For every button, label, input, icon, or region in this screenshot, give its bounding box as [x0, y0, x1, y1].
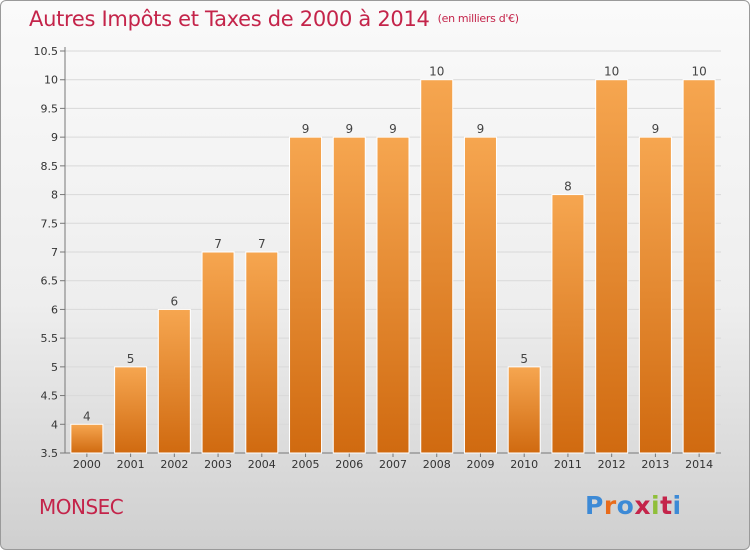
- data-label: 10: [604, 65, 619, 79]
- x-tick-label: 2000: [73, 458, 101, 471]
- data-label: 6: [171, 294, 179, 308]
- label-layer: 4 5 6 7 7 9 9 9 10 9 5 8 10 9 10: [83, 65, 707, 424]
- data-label: 5: [520, 352, 528, 366]
- logo-letter: i: [672, 491, 682, 520]
- town-name: MONSEC: [39, 495, 124, 519]
- axis-layer: 3.5 4 4.5 5 5.5 6 6.5 7 7.5 8 8.5 9 9.5 10 10.5 2000 200…: [34, 45, 721, 471]
- bar: [114, 366, 148, 454]
- y-tick-label: 8: [51, 189, 58, 202]
- y-tick-label: 4: [51, 418, 58, 431]
- bar-layer: [70, 79, 716, 454]
- bar: [638, 136, 672, 454]
- data-label: 10: [429, 65, 444, 79]
- proxiti-logo: Proxiti: [585, 491, 682, 520]
- y-tick-label: 10.5: [34, 45, 59, 58]
- x-tick-label: 2003: [204, 458, 232, 471]
- x-tick-label: 2005: [292, 458, 320, 471]
- y-tick-label: 4.5: [41, 390, 59, 403]
- data-label: 5: [127, 352, 135, 366]
- x-tick-label: 2012: [598, 458, 626, 471]
- y-tick-label: 5.5: [41, 332, 59, 345]
- data-label: 9: [652, 122, 660, 136]
- bar: [70, 423, 104, 454]
- bar: [551, 194, 585, 454]
- x-tick-label: 2007: [379, 458, 407, 471]
- logo-letter: t: [660, 491, 673, 520]
- x-tick-label: 2008: [423, 458, 451, 471]
- data-label: 8: [564, 180, 572, 194]
- bar: [201, 251, 235, 454]
- bar: [595, 79, 629, 454]
- logo-letter: x: [634, 491, 651, 520]
- x-tick-label: 2009: [466, 458, 494, 471]
- data-label: 9: [389, 122, 397, 136]
- y-tick-label: 9: [51, 131, 58, 144]
- logo-letter: o: [616, 491, 635, 520]
- y-tick-label: 3.5: [41, 447, 59, 460]
- bar: [245, 251, 279, 454]
- bar: [332, 136, 366, 454]
- x-tick-label: 2006: [335, 458, 363, 471]
- y-tick-label: 7.5: [41, 217, 59, 230]
- y-tick-label: 6.5: [41, 275, 59, 288]
- data-label: 9: [345, 122, 353, 136]
- bar: [420, 79, 454, 454]
- bar: [682, 79, 716, 454]
- data-label: 9: [302, 122, 310, 136]
- data-label: 4: [83, 409, 91, 423]
- y-tick-label: 5: [51, 361, 58, 374]
- bar: [289, 136, 323, 454]
- y-tick-label: 8.5: [41, 160, 59, 173]
- y-tick-label: 7: [51, 246, 58, 259]
- x-tick-label: 2014: [685, 458, 713, 471]
- x-tick-label: 2001: [117, 458, 145, 471]
- chart-title-text: Autres Impôts et Taxes de 2000 à 2014: [29, 7, 430, 31]
- logo-letter: i: [651, 491, 661, 520]
- bar: [376, 136, 410, 454]
- data-label: 7: [258, 237, 266, 251]
- data-label: 7: [214, 237, 222, 251]
- x-tick-label: 2011: [554, 458, 582, 471]
- x-tick-label: 2002: [160, 458, 188, 471]
- x-tick-label: 2010: [510, 458, 538, 471]
- logo-letter: P: [585, 491, 604, 520]
- x-tick-label: 2013: [641, 458, 669, 471]
- y-tick-label: 10: [44, 74, 58, 87]
- data-label: 9: [477, 122, 485, 136]
- bar: [463, 136, 497, 454]
- chart-title: Autres Impôts et Taxes de 2000 à 2014 (en…: [29, 7, 519, 31]
- chart-unit-label: (en milliers d'€): [437, 12, 519, 25]
- bar: [507, 366, 541, 454]
- bar: [157, 308, 191, 454]
- logo-letter: r: [603, 491, 617, 520]
- y-tick-label: 9.5: [41, 102, 59, 115]
- x-tick-label: 2004: [248, 458, 276, 471]
- y-tick-label: 6: [51, 303, 58, 316]
- data-label: 10: [691, 65, 706, 79]
